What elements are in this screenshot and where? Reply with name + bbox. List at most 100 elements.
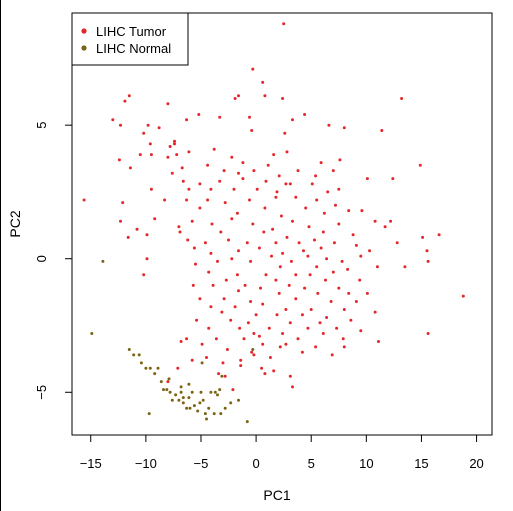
data-point-tumor-153: [346, 267, 350, 271]
data-point-tumor-27: [342, 126, 346, 130]
data-point-tumor-31: [138, 153, 142, 157]
data-point-tumor-159: [264, 273, 268, 277]
data-point-normal-5: [137, 353, 141, 357]
data-point-tumor-55: [128, 166, 132, 170]
data-point-tumor-117: [126, 235, 130, 239]
legend-label-normal: LIHC Normal: [96, 41, 171, 56]
data-point-tumor-92: [279, 214, 283, 218]
data-point-tumor-94: [322, 211, 326, 215]
data-point-tumor-6: [127, 94, 131, 98]
data-point-tumor-19: [119, 123, 122, 127]
legend-box: [71, 12, 189, 66]
data-point-tumor-227: [300, 350, 304, 354]
data-point-normal-12: [162, 388, 165, 392]
data-point-tumor-186: [209, 305, 213, 309]
data-point-tumor-22: [142, 131, 146, 135]
data-point-tumor-167: [358, 278, 362, 282]
data-point-tumor-184: [329, 300, 333, 303]
y-axis-title: PC2: [7, 210, 23, 237]
x-tick-label: −15: [80, 456, 102, 471]
data-point-tumor-21: [248, 115, 251, 119]
data-point-tumor-126: [332, 241, 336, 245]
data-point-tumor-20: [303, 113, 307, 116]
data-point-tumor-147: [145, 257, 149, 261]
data-point-normal-44: [220, 374, 224, 378]
y-tick-label: 5: [34, 122, 49, 129]
data-point-tumor-54: [418, 163, 422, 167]
data-point-tumor-172: [287, 283, 291, 287]
data-point-tumor-81: [223, 201, 227, 205]
data-point-tumor-131: [192, 246, 196, 250]
data-point-tumor-71: [288, 182, 292, 186]
data-point-tumor-155: [403, 265, 407, 269]
data-point-tumor-72: [310, 182, 314, 186]
data-point-normal-39: [218, 388, 222, 392]
data-point-tumor-246: [272, 369, 276, 373]
data-point-normal-36: [179, 385, 183, 389]
data-point-tumor-95: [347, 209, 351, 213]
data-point-tumor-215: [242, 337, 246, 341]
data-point-tumor-107: [373, 219, 377, 223]
data-point-tumor-119: [186, 238, 190, 242]
data-point-tumor-247: [223, 374, 227, 378]
data-point-tumor-224: [377, 340, 380, 343]
data-point-normal-6: [139, 361, 143, 365]
data-point-tumor-40: [285, 150, 289, 154]
data-point-tumor-134: [281, 251, 285, 255]
data-point-tumor-69: [255, 187, 259, 191]
data-point-tumor-190: [309, 308, 313, 311]
data-point-tumor-86: [334, 203, 337, 207]
data-point-tumor-160: [294, 273, 298, 277]
data-point-tumor-216: [296, 337, 300, 341]
data-point-normal-17: [177, 398, 181, 402]
left-border: [0, 0, 1, 511]
data-point-normal-9: [153, 372, 157, 376]
data-point-tumor-239: [291, 385, 294, 389]
data-point-tumor-236: [200, 342, 204, 346]
data-point-normal-1: [101, 259, 105, 263]
data-point-normal-20: [185, 406, 189, 410]
data-point-tumor-210: [252, 332, 256, 335]
data-point-tumor-241: [221, 361, 225, 365]
data-point-tumor-199: [195, 318, 199, 322]
data-point-tumor-229: [205, 356, 208, 359]
data-point-tumor-23: [157, 126, 161, 130]
data-point-tumor-78: [163, 198, 167, 202]
data-point-tumor-49: [266, 163, 270, 167]
data-point-tumor-80: [206, 198, 210, 202]
data-point-tumor-37: [230, 155, 234, 159]
data-point-tumor-197: [373, 310, 377, 314]
data-point-normal-41: [245, 420, 249, 424]
data-point-tumor-220: [261, 342, 265, 346]
data-point-tumor-68: [232, 187, 236, 191]
data-point-tumor-103: [271, 227, 275, 231]
data-point-tumor-75: [365, 177, 369, 181]
data-point-normal-23: [192, 404, 196, 408]
data-point-tumor-198: [461, 294, 465, 298]
data-point-tumor-201: [246, 321, 250, 325]
data-point-tumor-213: [359, 329, 363, 333]
data-point-tumor-226: [250, 350, 254, 354]
data-point-tumor-51: [296, 169, 300, 173]
data-point-tumor-28: [173, 139, 176, 143]
data-point-tumor-138: [425, 249, 429, 253]
data-point-tumor-228: [330, 353, 334, 357]
data-point-tumor-15: [218, 115, 222, 119]
data-point-tumor-82: [248, 198, 251, 202]
legend-label-tumor: LIHC Tumor: [96, 24, 167, 39]
data-point-tumor-193: [254, 313, 258, 317]
data-point-tumor-111: [178, 230, 182, 234]
data-point-tumor-16: [291, 118, 294, 122]
data-point-normal-45: [251, 348, 255, 351]
data-points: [82, 22, 465, 424]
data-point-tumor-0: [282, 22, 286, 26]
data-point-tumor-60: [241, 177, 245, 181]
data-point-normal-47: [167, 377, 171, 381]
data-point-tumor-109: [389, 219, 393, 223]
plot-frame: [71, 12, 493, 436]
data-point-tumor-57: [181, 179, 185, 183]
data-point-tumor-47: [237, 171, 240, 175]
data-point-tumor-4: [261, 80, 265, 84]
data-point-tumor-140: [230, 257, 234, 261]
data-point-tumor-240: [231, 388, 235, 392]
